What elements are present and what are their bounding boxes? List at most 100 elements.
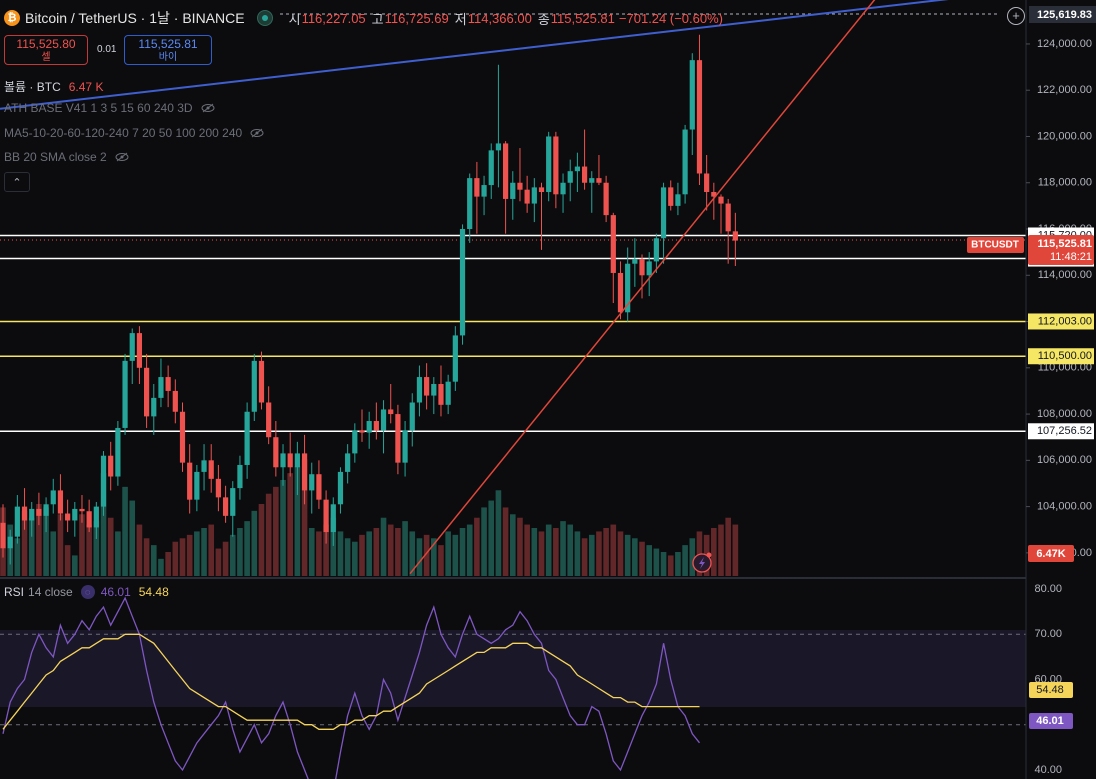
volume-bar — [380, 517, 387, 576]
rsi-ma-tag-label: 54.48 — [1036, 684, 1064, 696]
volume-bar — [359, 534, 365, 576]
candle-body — [50, 490, 56, 505]
candle-body — [136, 333, 143, 368]
candle-body — [668, 187, 674, 206]
candle-body — [237, 464, 243, 489]
sell-price: 115,525.80 — [16, 37, 76, 51]
close-value: 115,525.81 — [550, 10, 615, 26]
volume-bar — [466, 524, 473, 576]
candle-body — [266, 402, 272, 438]
candle-body — [29, 508, 35, 521]
candle-body — [309, 474, 315, 491]
open-label: 시 — [288, 11, 301, 27]
candle-body — [445, 381, 451, 405]
volume-bar — [711, 528, 717, 576]
candle-body — [301, 453, 308, 491]
candle-body — [122, 360, 128, 428]
candle-body — [711, 192, 717, 197]
ath-indicator-label: ATH BASE V41 1 3 5 15 60 240 3D — [4, 101, 193, 115]
hidden-eye-icon[interactable] — [201, 103, 215, 113]
volume-bar — [36, 504, 42, 576]
volume-bar — [287, 473, 293, 576]
price-axis-background — [1026, 0, 1096, 579]
candle-body — [65, 513, 71, 521]
candle-body — [359, 430, 365, 433]
hidden-eye-icon[interactable] — [115, 152, 129, 162]
candle-body — [452, 335, 458, 382]
volume-bar — [172, 541, 179, 576]
candle-body — [222, 497, 229, 516]
volume-bar — [639, 541, 645, 576]
buy-button[interactable]: 115,525.81 바이 — [124, 35, 212, 65]
candle-body — [366, 421, 372, 433]
volume-bar — [416, 538, 423, 576]
candle-body — [323, 499, 329, 533]
volume-bar — [64, 545, 71, 576]
candle-body — [632, 259, 638, 264]
notification-dot — [706, 552, 712, 558]
volume-bar — [301, 459, 308, 576]
volume-bar — [596, 531, 602, 576]
volume-bar — [718, 524, 724, 576]
symbol-title[interactable]: Bitcoin / TetherUS · 1날 · BINANCE — [25, 10, 245, 26]
volume-bar — [50, 531, 57, 576]
volume-bar — [165, 552, 171, 576]
candle-body — [704, 173, 710, 192]
candle-body — [603, 182, 609, 216]
candle-body — [345, 453, 351, 472]
countdown-label: 11:48:21 — [1050, 251, 1092, 263]
candle-body — [100, 455, 107, 507]
candle-body — [416, 377, 423, 403]
volume-legend[interactable]: 볼륨 · BTC 6.47 K — [4, 78, 103, 95]
volume-bar — [538, 531, 545, 576]
candle-body — [280, 453, 286, 468]
volume-bar — [438, 545, 444, 576]
candle-body — [660, 187, 667, 239]
low-value: 114,366.00 — [467, 10, 532, 26]
rsi-ma-value: 54.48 — [138, 585, 169, 599]
candle-body — [495, 143, 502, 151]
volume-bar — [201, 528, 207, 576]
volume-bar — [567, 524, 574, 576]
volume-bar — [459, 528, 466, 576]
symbol-tag — [967, 237, 1024, 253]
candle-body — [689, 60, 695, 130]
collapse-legend-button[interactable]: ⌃ — [4, 172, 30, 192]
volume-bar — [158, 558, 164, 576]
candle-body — [273, 437, 279, 468]
loading-icon: ◌ — [80, 585, 95, 599]
volume-value: 6.47 K — [68, 79, 104, 94]
ath-indicator-legend[interactable]: ATH BASE V41 1 3 5 15 60 240 3D — [4, 101, 215, 115]
candle-body — [409, 402, 415, 431]
rsi-legend[interactable]: RSI 14 close ◌ 46.01 54.48 — [4, 585, 169, 599]
volume-bar — [524, 524, 530, 576]
volume-label: 볼륨 · BTC — [4, 80, 61, 94]
volume-bar — [222, 541, 229, 576]
volume-bar — [273, 486, 279, 576]
volume-bar — [308, 528, 315, 576]
volume-bar — [79, 514, 85, 576]
candle-body — [287, 453, 293, 468]
bb-indicator-legend[interactable]: BB 20 SMA close 2 — [4, 150, 129, 164]
volume-bar — [632, 538, 638, 576]
high-value: 116,725.69 — [384, 10, 449, 26]
volume-bar — [588, 534, 595, 576]
volume-bar — [136, 524, 143, 576]
volume-bar — [337, 531, 344, 576]
price-tick-label: 110,000.00 — [1038, 362, 1092, 374]
candle-body — [424, 377, 430, 396]
candle-body — [553, 136, 559, 195]
volume-bar — [653, 548, 660, 576]
sell-button[interactable]: 115,525.80 셀 — [4, 35, 88, 65]
candle-body — [402, 430, 408, 463]
market-status-icon[interactable] — [256, 10, 273, 26]
volume-bar — [509, 514, 516, 576]
candle-body — [474, 178, 480, 197]
add-plus-icon[interactable]: + — [1007, 7, 1025, 25]
price-level-tag — [1028, 423, 1094, 440]
ma-indicator-legend[interactable]: MA5-10-20-60-120-240 7 20 50 100 200 240 — [4, 126, 264, 140]
hidden-eye-icon[interactable] — [250, 128, 264, 138]
price-tick-label: 108,000.00 — [1037, 408, 1092, 420]
candle-body — [388, 409, 394, 415]
rsi-params: 14 close — [28, 585, 73, 599]
